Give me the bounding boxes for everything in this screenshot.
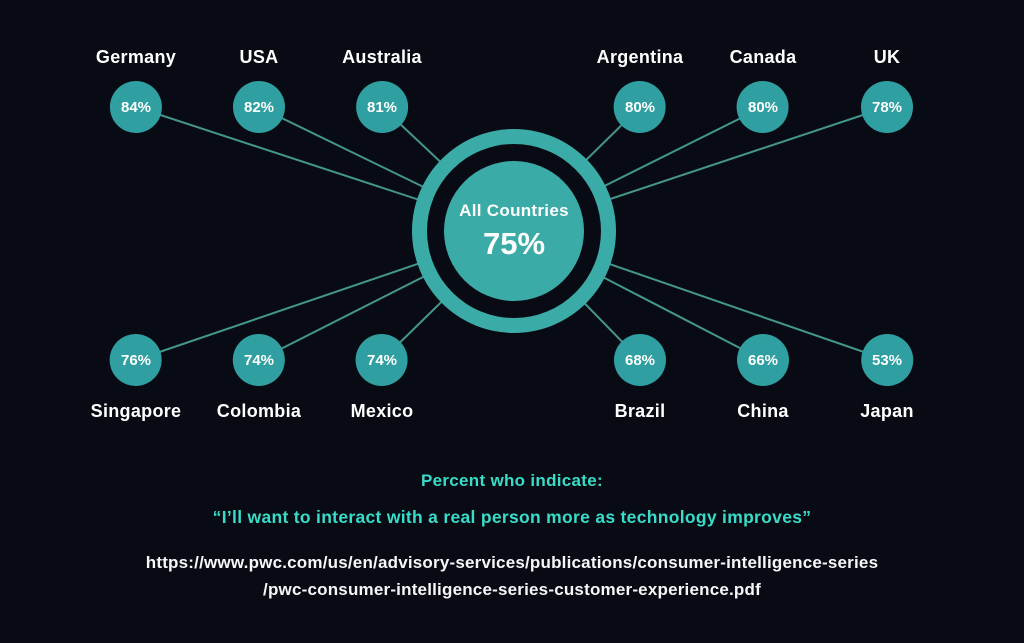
country-node-mexico: 74% Mexico: [351, 334, 414, 422]
country-label: Canada: [729, 47, 797, 67]
all-countries-circle-inner: All Countries 75%: [444, 161, 584, 301]
source-url-line1: https://www.pwc.com/us/en/advisory-servi…: [145, 553, 879, 572]
all-countries-value: 75%: [482, 225, 546, 261]
all-countries-circle-gap-ring: All Countries 75%: [427, 144, 601, 318]
country-label: USA: [239, 47, 279, 67]
country-node-germany: Germany 84%: [96, 46, 176, 133]
country-bubble: 78%: [861, 81, 913, 133]
country-bubble: 66%: [737, 334, 789, 386]
country-bubble: 76%: [110, 334, 162, 386]
country-node-singapore: 76% Singapore: [91, 334, 182, 422]
country-bubble: 84%: [109, 81, 162, 133]
country-node-colombia: 74% Colombia: [217, 334, 301, 422]
source-url-line2: /pwc-consumer-intelligence-series-custom…: [263, 580, 761, 599]
country-node-usa: USA 82%: [233, 46, 285, 133]
country-label: Colombia: [216, 401, 302, 421]
country-bubble: 74%: [233, 334, 285, 386]
country-label: Japan: [860, 401, 914, 421]
country-bubble: 53%: [861, 334, 913, 386]
country-bubble: 80%: [736, 81, 789, 133]
country-node-china: 66% China: [737, 334, 789, 422]
country-bubble: 68%: [614, 334, 666, 386]
country-label: UK: [873, 47, 901, 67]
country-bubble: 80%: [614, 81, 666, 133]
country-label: Singapore: [90, 401, 182, 421]
country-bubble: 74%: [355, 334, 408, 386]
country-label: Argentina: [596, 47, 684, 67]
caption-quote: “I’ll want to interact with a real perso…: [212, 507, 812, 527]
country-label: Brazil: [614, 401, 666, 421]
country-node-uk: UK 78%: [861, 46, 913, 133]
source-url: https://www.pwc.com/us/en/advisory-servi…: [0, 549, 1024, 603]
country-label: China: [737, 401, 789, 421]
country-label: Australia: [342, 47, 422, 67]
country-node-brazil: 68% Brazil: [614, 334, 666, 422]
country-node-canada: Canada 80%: [730, 46, 797, 133]
country-label: Mexico: [350, 401, 414, 421]
country-node-japan: 53% Japan: [860, 334, 914, 422]
all-countries-label: All Countries: [459, 200, 569, 220]
all-countries-circle: All Countries 75%: [412, 129, 616, 333]
country-node-australia: Australia 81%: [342, 46, 422, 133]
country-node-argentina: Argentina 80%: [597, 46, 684, 133]
caption-heading: Percent who indicate:: [420, 471, 603, 490]
country-bubble: 81%: [355, 81, 408, 133]
country-label: Germany: [95, 47, 177, 67]
country-bubble: 82%: [233, 81, 285, 133]
